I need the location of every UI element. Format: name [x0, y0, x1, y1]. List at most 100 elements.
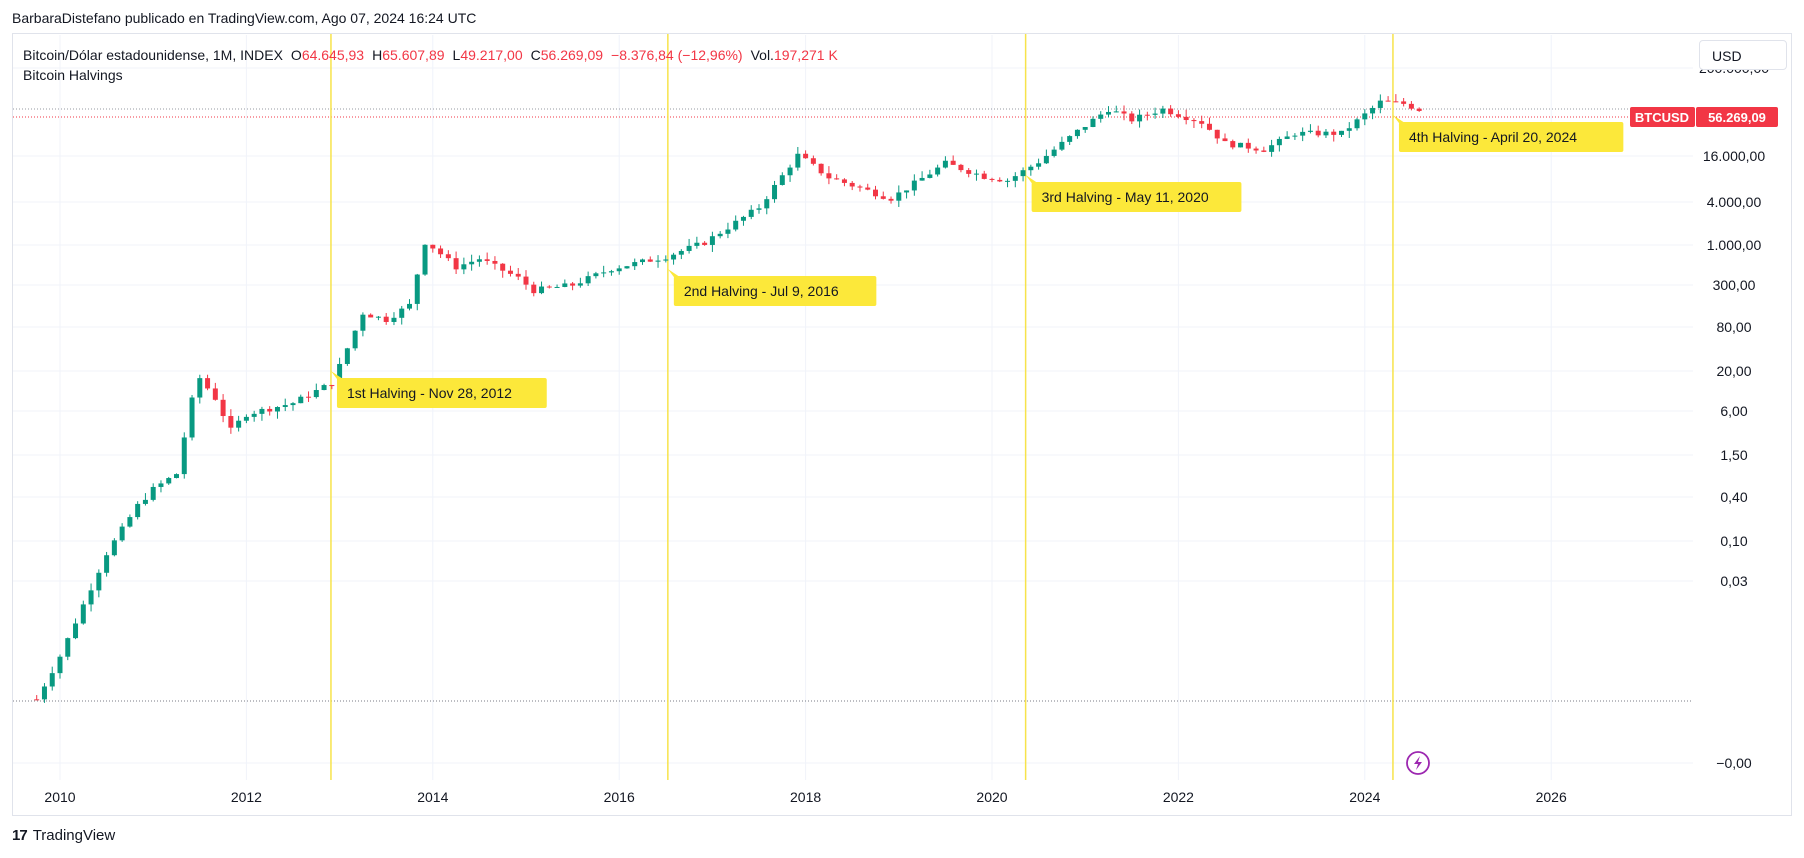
halving-label-pointer [667, 269, 680, 277]
currency-button[interactable]: USD [1699, 40, 1787, 70]
candle-body [616, 268, 622, 272]
y-tick-label: 20,00 [1716, 363, 1751, 379]
candle-body [1393, 101, 1399, 103]
candle-body [282, 405, 288, 407]
close-value: 56.269,09 [540, 47, 604, 63]
halving-label-2[interactable]: 2nd Halving - Jul 9, 2016 [684, 283, 839, 299]
candle-body [740, 216, 746, 221]
candle-body [476, 259, 482, 262]
tradingview-brand: TradingView [32, 827, 116, 844]
candle-body [554, 286, 560, 288]
candle-body [290, 403, 296, 406]
candle-body [748, 209, 754, 217]
candle-body [1300, 131, 1306, 136]
candle-body [873, 189, 878, 197]
candle-body [1005, 180, 1011, 182]
low-label: L [452, 47, 461, 63]
tradingview-logo-icon: 17 [12, 827, 28, 844]
candle-body [119, 526, 125, 541]
y-tick-label: 1,50 [1720, 447, 1747, 463]
candle-body [1385, 100, 1391, 102]
halving-label-4[interactable]: 4th Halving - April 20, 2024 [1409, 129, 1577, 145]
chart-legend: Bitcoin/Dólar estadounidense, 1M, INDEX O… [23, 45, 838, 85]
y-tick-label: 0,03 [1720, 573, 1747, 589]
x-tick-label: 2012 [231, 789, 262, 805]
candle-body [570, 283, 576, 286]
halving-label-3[interactable]: 3rd Halving - May 11, 2020 [1042, 189, 1209, 205]
halving-label-box[interactable] [673, 276, 877, 306]
candle-body [259, 408, 265, 414]
candle-body [803, 153, 809, 159]
candle-body [531, 284, 537, 294]
candle-body [344, 348, 350, 364]
candle-body [1036, 163, 1042, 167]
candle-body [49, 673, 55, 687]
candle-body [647, 259, 653, 262]
candle-body [492, 260, 498, 264]
candle-body [88, 590, 94, 605]
candle-body [1129, 113, 1135, 122]
candle-body [1012, 176, 1018, 181]
volume-label: Vol. [750, 47, 774, 63]
halving-label-1[interactable]: 1st Halving - Nov 28, 2012 [347, 385, 512, 401]
y-tick-label: 16.000,00 [1703, 148, 1765, 164]
candle-body [826, 173, 832, 179]
symbol-description[interactable]: Bitcoin/Dólar estadounidense, 1M, INDEX [23, 47, 283, 63]
halving-label-box[interactable] [1398, 122, 1624, 152]
last-price-tag-text: 56.269,09 [1708, 110, 1766, 125]
candle-body [663, 259, 669, 261]
y-tick-label: 300,00 [1713, 277, 1756, 293]
candle-body [438, 248, 444, 255]
candle-body [810, 158, 816, 164]
candle-body [1362, 113, 1368, 120]
indicator-name[interactable]: Bitcoin Halvings [23, 67, 123, 83]
candle-body [1106, 111, 1111, 115]
footer-branding: 17 TradingView [12, 827, 115, 844]
candle-body [1269, 145, 1275, 152]
candle-body [158, 483, 164, 487]
candle-body [236, 420, 242, 428]
candle-body [96, 572, 102, 591]
candle-body [267, 408, 273, 412]
candle-body [41, 686, 47, 700]
symbol-tag-text: BTCUSD [1635, 110, 1689, 125]
candle-body [935, 167, 941, 175]
open-value: 64.645,93 [301, 47, 365, 63]
candle-body [104, 555, 110, 573]
candle-body [880, 196, 886, 199]
halving-label-box[interactable] [336, 378, 547, 408]
candle-body [73, 623, 79, 639]
candle-body [942, 160, 948, 168]
candle-body [329, 385, 335, 387]
candle-body [655, 260, 661, 262]
x-tick-label: 2018 [790, 789, 821, 805]
candle-body [337, 363, 343, 386]
halving-label-box[interactable] [1031, 182, 1242, 212]
candle-body [834, 178, 840, 180]
candle-body [624, 266, 630, 269]
ohlc-row: Bitcoin/Dólar estadounidense, 1M, INDEX O… [23, 45, 838, 65]
candle-body [1168, 108, 1174, 115]
open-label: O [290, 47, 302, 63]
candle-body [950, 160, 956, 165]
chart-frame[interactable] [12, 33, 1792, 816]
candle-body [500, 263, 506, 271]
y-tick-label: 0,10 [1720, 533, 1747, 549]
y-tick-label: 1.000,00 [1707, 237, 1762, 253]
candle-body [205, 378, 211, 389]
candle-body [1090, 118, 1096, 127]
candle-body [407, 303, 412, 309]
candle-body [142, 499, 148, 504]
candle-body [174, 474, 179, 479]
candle-body [849, 182, 855, 187]
candle-body [422, 244, 428, 275]
candle-body [1199, 121, 1205, 124]
candle-body [1152, 113, 1158, 115]
candle-body [391, 317, 397, 322]
candle-body [375, 316, 381, 318]
candle-body [1245, 142, 1251, 149]
close-label: C [530, 47, 541, 63]
candle-body [1331, 131, 1337, 135]
candle-body [298, 396, 304, 404]
